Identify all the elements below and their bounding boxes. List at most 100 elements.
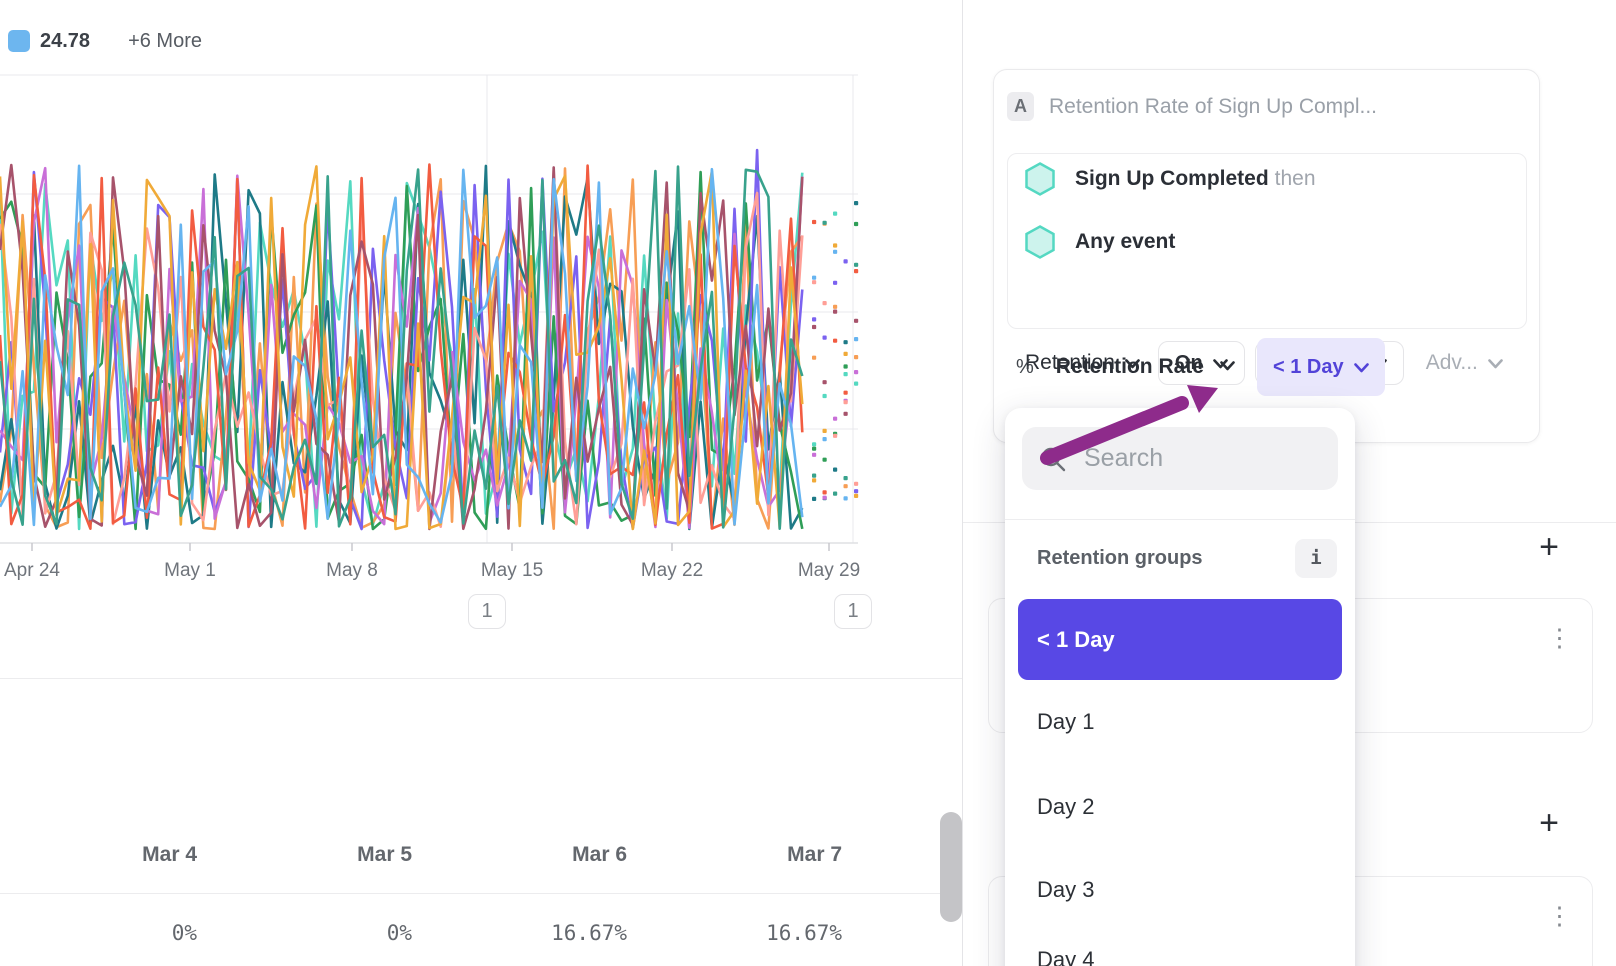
forecast-dot [843, 496, 848, 501]
forecast-dot [854, 355, 859, 360]
x-axis-label: May 1 [164, 560, 216, 581]
event-row-any-event[interactable]: Any event [1025, 225, 1175, 259]
dropdown-item[interactable]: Day 4 [1037, 947, 1095, 966]
page-button[interactable]: 1 [834, 594, 872, 629]
forecast-dot [812, 219, 817, 225]
chevron-down-icon [1353, 356, 1369, 379]
forecast-dot [854, 318, 859, 323]
event-name[interactable]: Sign Up Completed [1075, 167, 1269, 190]
event-then-label: then [1274, 167, 1316, 190]
page-button[interactable]: 1 [468, 594, 506, 629]
forecast-dot [822, 220, 827, 225]
search-input[interactable] [1082, 443, 1306, 474]
percent-icon: % [1016, 355, 1034, 378]
x-axis-label: Apr 24 [4, 560, 60, 581]
table-header-divider [0, 893, 941, 894]
plus-icon: + [1539, 804, 1559, 842]
chevron-down-icon[interactable] [1220, 358, 1235, 376]
table-cell[interactable]: 16.67% [766, 921, 842, 945]
search-box[interactable] [1022, 427, 1338, 490]
forecast-dot [822, 437, 827, 442]
forecast-dot [833, 491, 838, 496]
forecast-dot [822, 457, 827, 462]
forecast-dot [812, 473, 817, 478]
forecast-dot [822, 380, 827, 385]
forecast-dot [854, 337, 859, 342]
forecast-dot [843, 372, 848, 377]
scrollbar-thumb[interactable] [940, 812, 962, 922]
table-cell[interactable]: 0% [171, 921, 197, 945]
forecast-dot [812, 324, 817, 330]
forecast-dot [833, 416, 838, 421]
forecast-dot [833, 249, 838, 254]
forecast-dot [822, 490, 827, 495]
query-title[interactable]: Retention Rate of Sign Up Compl... [1049, 94, 1378, 118]
dropdown-item[interactable]: Day 3 [1037, 877, 1095, 902]
forecast-dot [812, 452, 817, 457]
retention-group-dropdown: Retention groups i < 1 Day Day 1 Day 2 Day … [1005, 408, 1355, 966]
group-header-row: Retention groups i [1037, 538, 1337, 578]
forecast-dot [833, 243, 838, 248]
forecast-dot [812, 478, 817, 483]
event-row-signup[interactable]: Sign Up Completed then [1025, 162, 1316, 196]
forecast-dot [854, 262, 859, 267]
add-chart-button[interactable]: + [1532, 806, 1566, 840]
dropdown-item[interactable]: Day 2 [1037, 794, 1095, 819]
dropdown-item[interactable]: Day 1 [1037, 709, 1095, 734]
legend-swatch[interactable] [8, 30, 30, 52]
retention-range-button[interactable]: < 1 Day [1256, 338, 1385, 396]
table-header: Mar 6 [572, 843, 627, 866]
forecast-dot [843, 390, 848, 395]
advanced-dropdown[interactable]: Adv... [1420, 351, 1509, 375]
search-icon [1041, 447, 1066, 471]
retention-type-dropdown[interactable]: Retention [1017, 351, 1148, 375]
forecast-dot [854, 489, 859, 494]
section-divider [0, 678, 962, 679]
chart-legend: 24.78 +6 More [8, 28, 202, 54]
chart-panel: 24.78 +6 More Apr 24 May 1 May 8 May 15 May … [0, 0, 962, 945]
table-header: Mar 5 [357, 843, 412, 866]
add-chart-button[interactable]: + [1532, 530, 1566, 564]
group-label: Retention groups [1037, 546, 1203, 569]
x-axis-label: May 15 [480, 560, 544, 581]
table-header: Mar 4 [142, 843, 197, 866]
forecast-dot [822, 335, 827, 340]
forecast-dot [833, 433, 838, 438]
metric-dropdown[interactable]: Retention Rate [1055, 355, 1204, 378]
info-icon[interactable]: i [1295, 538, 1337, 578]
forecast-dot [843, 476, 848, 481]
forecast-dot [843, 411, 848, 416]
forecast-dot [812, 496, 817, 501]
panel-divider [962, 0, 963, 966]
x-axis-label: May 8 [326, 560, 378, 581]
forecast-dot [812, 355, 817, 360]
forecast-dot [843, 340, 848, 345]
chart-series [0, 164, 804, 527]
chevron-down-icon [1488, 351, 1503, 375]
advanced-label: Adv... [1425, 351, 1478, 374]
forecast-dot [822, 301, 827, 306]
forecast-dot [843, 259, 848, 264]
retention-type-label: Retention [1025, 351, 1115, 374]
legend-value: 24.78 [40, 29, 91, 52]
retention-line-chart[interactable] [0, 0, 962, 580]
event-definition-card: Sign Up Completed then Any event Retentio… [1007, 153, 1527, 385]
forecast-dot [833, 467, 838, 472]
kebab-menu-icon[interactable]: ⋮ [1547, 902, 1572, 930]
event-name[interactable]: Any event [1075, 230, 1176, 253]
on-dropdown[interactable]: On [1157, 341, 1245, 385]
forecast-dot [843, 400, 848, 405]
query-card: A Retention Rate of Sign Up Compl... Sig… [993, 69, 1540, 443]
chevron-down-icon [1212, 352, 1228, 375]
table-cell[interactable]: 16.67% [551, 921, 627, 945]
forecast-dot [812, 446, 817, 451]
kebab-menu-icon[interactable]: ⋮ [1547, 624, 1572, 652]
forecast-dot [812, 317, 817, 322]
legend-more-button[interactable]: +6 More [128, 29, 202, 52]
table-cell[interactable]: 0% [386, 921, 412, 945]
chevron-down-icon [1125, 351, 1140, 375]
dropdown-item[interactable]: < 1 Day [1018, 599, 1342, 680]
forecast-dot [833, 338, 838, 343]
forecast-dot [822, 393, 827, 399]
